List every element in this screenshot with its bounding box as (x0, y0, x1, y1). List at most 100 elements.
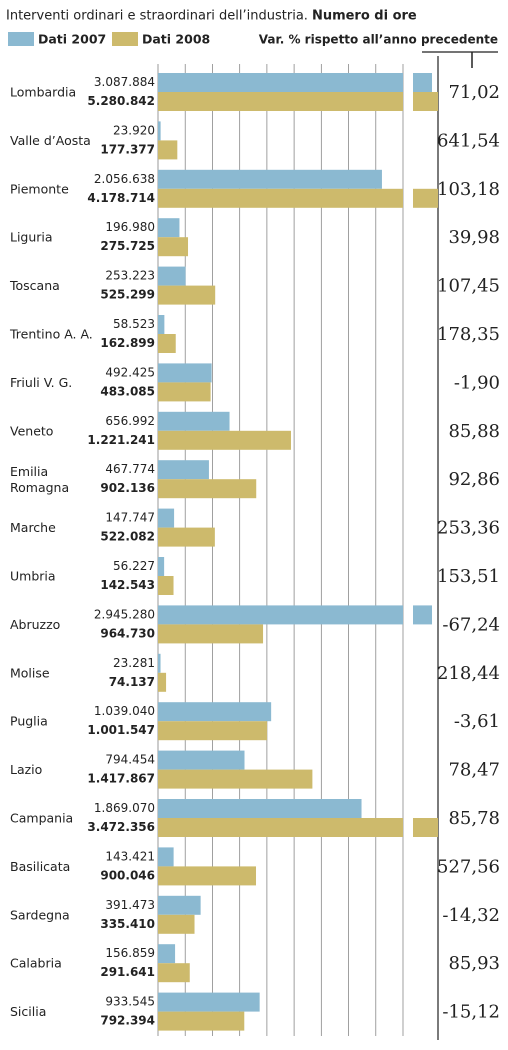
value-label: 2.056.638 (94, 172, 155, 186)
bar (158, 672, 167, 692)
value-label: 143.421 (105, 849, 155, 863)
bar (158, 92, 403, 111)
value-label: 1.001.547 (87, 723, 155, 737)
bar (158, 218, 180, 238)
bar (158, 895, 201, 915)
value-label: 147.747 (105, 511, 155, 525)
bar (158, 479, 257, 499)
category-label: Veneto (10, 423, 53, 438)
bar-break-stub (413, 605, 432, 625)
value-label: 483.085 (100, 384, 155, 398)
change-label: 103,18 (437, 179, 500, 200)
value-label: 3.472.356 (87, 820, 155, 834)
value-label: 900.046 (100, 868, 155, 882)
value-label: 964.730 (100, 626, 155, 640)
value-label: 656.992 (105, 414, 155, 428)
bar (158, 140, 178, 160)
change-label: -14,32 (442, 905, 500, 926)
change-label: 253,36 (437, 518, 500, 539)
value-label: 4.178.714 (87, 191, 155, 205)
bar (158, 315, 165, 334)
value-label: 196.980 (105, 220, 155, 234)
change-label: 641,54 (437, 130, 500, 151)
category-label: Molise (10, 665, 50, 680)
value-label: 56.227 (113, 559, 155, 573)
category-label: Piemonte (10, 181, 69, 196)
change-label: 85,88 (448, 421, 500, 442)
value-label: 1.039.040 (94, 704, 155, 718)
bar (158, 702, 272, 722)
bar (158, 266, 186, 286)
value-label: 58.523 (113, 317, 155, 331)
bar (158, 799, 362, 818)
bar (158, 411, 230, 431)
bar (158, 992, 260, 1012)
legend-label: Dati 2007 (38, 32, 106, 47)
value-label: 275.725 (100, 239, 155, 253)
bar-break-stub (413, 73, 432, 92)
category-label: Sardegna (10, 907, 70, 922)
value-label: 792.394 (100, 1014, 155, 1028)
value-label: 253.223 (105, 269, 155, 283)
change-label: 78,47 (448, 760, 500, 781)
bar (158, 576, 174, 595)
bar (158, 169, 382, 189)
change-label: 178,35 (437, 324, 500, 345)
bar (158, 430, 291, 450)
value-label: 1.417.867 (87, 772, 155, 786)
category-label: Emilia Romagna (10, 464, 69, 495)
bar (158, 237, 189, 257)
value-label: 5.280.842 (87, 94, 155, 108)
change-label: 39,98 (448, 227, 500, 248)
change-label: 153,51 (437, 566, 500, 587)
value-label: 492.425 (105, 365, 155, 379)
value-label: 794.454 (105, 753, 155, 767)
bar (158, 557, 165, 576)
legend-swatch (8, 32, 34, 46)
change-label: 85,93 (448, 953, 500, 974)
value-label: 1.221.241 (87, 433, 155, 447)
category-label: Sicilia (10, 1004, 46, 1019)
bar (158, 121, 161, 141)
value-label: 177.377 (100, 142, 155, 156)
value-label: 156.859 (105, 946, 155, 960)
category-label: Liguria (10, 230, 53, 245)
change-label: -3,61 (454, 711, 500, 732)
value-label: 162.899 (100, 336, 155, 350)
bar (158, 769, 313, 789)
change-label: -1,90 (454, 372, 500, 393)
change-label: 92,86 (448, 469, 500, 490)
bar (158, 382, 211, 402)
category-label: Abruzzo (10, 617, 60, 632)
category-label: Calabria (10, 956, 62, 971)
category-label: Marche (10, 520, 56, 535)
value-label: 933.545 (105, 995, 155, 1009)
category-label: Campania (10, 811, 73, 826)
bar (158, 605, 403, 625)
bar (158, 334, 176, 353)
category-label: Valle d’Aosta (10, 133, 91, 148)
bar (158, 460, 209, 480)
bar (158, 285, 216, 305)
category-label: Lazio (10, 762, 42, 777)
bar (158, 527, 215, 547)
value-label: 3.087.884 (94, 75, 155, 89)
category-label: Toscana (9, 278, 60, 293)
value-label: 142.543 (100, 578, 155, 592)
value-label: 23.281 (113, 656, 155, 670)
bar-break-stub (413, 188, 438, 208)
bar (158, 866, 257, 886)
bar (158, 73, 403, 92)
bar (158, 963, 190, 983)
change-label: 85,78 (448, 808, 500, 829)
bar (158, 363, 212, 383)
legend-label: Var. % rispetto all’anno precedente (259, 33, 498, 47)
bar (158, 721, 268, 741)
value-label: 467.774 (105, 462, 155, 476)
bar-break-stub (413, 92, 438, 111)
bar-break-stub (413, 818, 438, 837)
bar (158, 847, 174, 867)
value-label: 291.641 (100, 965, 155, 979)
category-label: Puglia (10, 714, 48, 729)
